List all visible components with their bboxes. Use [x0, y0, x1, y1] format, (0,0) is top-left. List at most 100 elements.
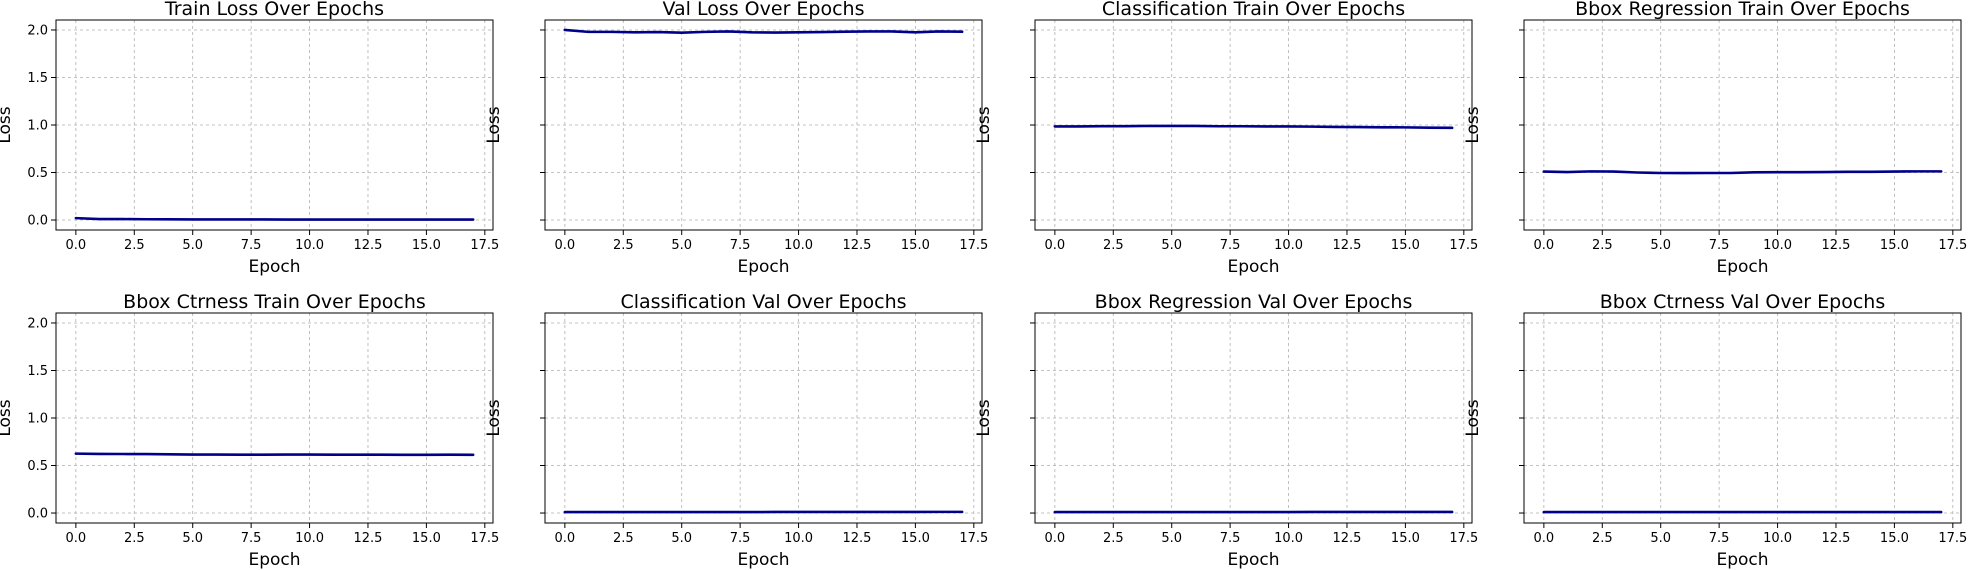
- x-tick-label: 5.0: [182, 531, 203, 546]
- grid: [56, 313, 493, 523]
- subplot-title: Classification Train Over Epochs: [1102, 0, 1405, 20]
- x-axis-label: Epoch: [1716, 550, 1768, 570]
- x-tick-label: 17.5: [470, 531, 499, 546]
- subplot-title: Train Loss Over Epochs: [164, 0, 384, 20]
- y-axis-label: Loss: [974, 106, 994, 143]
- series-line-1: [563, 28, 964, 34]
- x-tick-label: 0.0: [66, 531, 87, 546]
- x-tick-label: 10.0: [1763, 238, 1792, 253]
- y-tick-label: 1.5: [27, 364, 48, 379]
- grid: [56, 20, 493, 230]
- x-tick-label: 15.0: [1880, 238, 1909, 253]
- y-tick-label: 2.0: [27, 23, 48, 38]
- y-axis-label: Loss: [0, 106, 15, 143]
- x-tick-label: 15.0: [1391, 531, 1420, 546]
- x-tick-label: 10.0: [784, 531, 813, 546]
- grid: [545, 313, 982, 523]
- grid: [1524, 20, 1961, 230]
- x-tick-label: 10.0: [1763, 531, 1792, 546]
- x-tick-label: 7.5: [241, 531, 262, 546]
- x-tick-label: 10.0: [295, 238, 324, 253]
- x-tick-label: 5.0: [671, 531, 692, 546]
- x-tick-label: 17.5: [1449, 531, 1478, 546]
- grid: [1524, 313, 1961, 523]
- x-tick-label: 7.5: [1709, 531, 1730, 546]
- subplot-2: 0.0 2.5 5.0 7.5 10.0 12.5 15.0 17.5 Val Loss Ove…: [484, 0, 988, 277]
- x-tick-label: 12.5: [1821, 531, 1850, 546]
- x-tick-label: 7.5: [730, 238, 751, 253]
- grid: [1035, 313, 1472, 523]
- x-tick-label: 0.0: [1534, 531, 1555, 546]
- x-axis-label: Epoch: [1227, 550, 1279, 570]
- subplot-title: Bbox Ctrness Val Over Epochs: [1600, 291, 1885, 313]
- x-tick-label: 2.5: [613, 238, 634, 253]
- subplot-title: Val Loss Over Epochs: [662, 0, 864, 20]
- x-tick-label: 17.5: [1449, 238, 1478, 253]
- x-tick-label: 0.0: [1045, 238, 1066, 253]
- y-tick-label: 0.5: [27, 166, 48, 181]
- x-tick-label: 2.5: [1103, 238, 1124, 253]
- x-tick-label: 15.0: [412, 238, 441, 253]
- x-tick-label: 0.0: [555, 531, 576, 546]
- y-tick-label: 2.0: [27, 316, 48, 331]
- x-tick-label: 15.0: [901, 238, 930, 253]
- subplot-6: 0.0 2.5 5.0 7.5 10.0 12.5 15.0 17.5 Classificati…: [484, 291, 988, 570]
- y-tick-label: 0.0: [27, 507, 48, 522]
- x-tick-label: 17.5: [1938, 238, 1967, 253]
- x-tick-label: 5.0: [182, 238, 203, 253]
- series-line-1: [1053, 124, 1454, 130]
- x-tick-label: 15.0: [901, 531, 930, 546]
- y-axis-label: Loss: [484, 399, 504, 436]
- x-tick-label: 7.5: [730, 531, 751, 546]
- subplot-title: Bbox Ctrness Train Over Epochs: [123, 291, 426, 313]
- x-axis-label: Epoch: [1716, 257, 1768, 277]
- x-axis-label: Epoch: [737, 257, 789, 277]
- x-tick-label: 10.0: [1274, 238, 1303, 253]
- x-tick-label: 5.0: [1161, 531, 1182, 546]
- subplot-1: 0.0 2.5 5.0 7.5 10.0 12.5 15.0 17.5 0.0 0.5 1.0 1.5…: [0, 0, 499, 277]
- x-tick-label: 17.5: [959, 238, 988, 253]
- x-tick-label: 2.5: [613, 531, 634, 546]
- x-axis-label: Epoch: [737, 550, 789, 570]
- x-tick-label: 0.0: [66, 238, 87, 253]
- subplot-3: 0.0 2.5 5.0 7.5 10.0 12.5 15.0 17.5 Classificati…: [974, 0, 1478, 277]
- x-tick-label: 7.5: [1709, 238, 1730, 253]
- grid: [545, 20, 982, 230]
- x-tick-label: 12.5: [1332, 238, 1361, 253]
- x-tick-label: 0.0: [1534, 238, 1555, 253]
- x-tick-label: 12.5: [1821, 238, 1850, 253]
- y-axis-label: Loss: [1463, 106, 1483, 143]
- y-axis-label: Loss: [1463, 399, 1483, 436]
- x-tick-label: 2.5: [1592, 531, 1613, 546]
- x-tick-label: 17.5: [959, 531, 988, 546]
- y-tick-label: 0.0: [27, 214, 48, 229]
- x-tick-label: 5.0: [1650, 531, 1671, 546]
- subplot-title: Bbox Regression Train Over Epochs: [1575, 0, 1910, 20]
- x-tick-label: 2.5: [124, 238, 145, 253]
- x-tick-label: 7.5: [1220, 238, 1241, 253]
- x-tick-label: 10.0: [295, 531, 324, 546]
- series-line-1: [74, 452, 475, 457]
- y-tick-label: 0.5: [27, 459, 48, 474]
- y-axis-label: Loss: [974, 399, 994, 436]
- x-tick-label: 17.5: [1938, 531, 1967, 546]
- x-tick-label: 17.5: [470, 238, 499, 253]
- x-tick-label: 0.0: [1045, 531, 1066, 546]
- subplot-7: 0.0 2.5 5.0 7.5 10.0 12.5 15.0 17.5 Bbox Regress…: [974, 291, 1478, 570]
- subplot-4: 0.0 2.5 5.0 7.5 10.0 12.5 15.0 17.5 Bbox Regress…: [1463, 0, 1967, 277]
- y-axis-label: Loss: [484, 106, 504, 143]
- x-tick-label: 15.0: [412, 531, 441, 546]
- x-tick-label: 12.5: [842, 238, 871, 253]
- x-tick-label: 2.5: [1103, 531, 1124, 546]
- x-tick-label: 12.5: [1332, 531, 1361, 546]
- subplot-title: Classification Val Over Epochs: [620, 291, 906, 313]
- x-tick-label: 5.0: [1650, 238, 1671, 253]
- x-tick-label: 10.0: [784, 238, 813, 253]
- x-tick-label: 7.5: [241, 238, 262, 253]
- x-tick-label: 2.5: [1592, 238, 1613, 253]
- y-axis-label: Loss: [0, 399, 15, 436]
- y-tick-label: 1.0: [27, 412, 48, 427]
- x-tick-label: 12.5: [842, 531, 871, 546]
- subplot-title: Bbox Regression Val Over Epochs: [1095, 291, 1413, 313]
